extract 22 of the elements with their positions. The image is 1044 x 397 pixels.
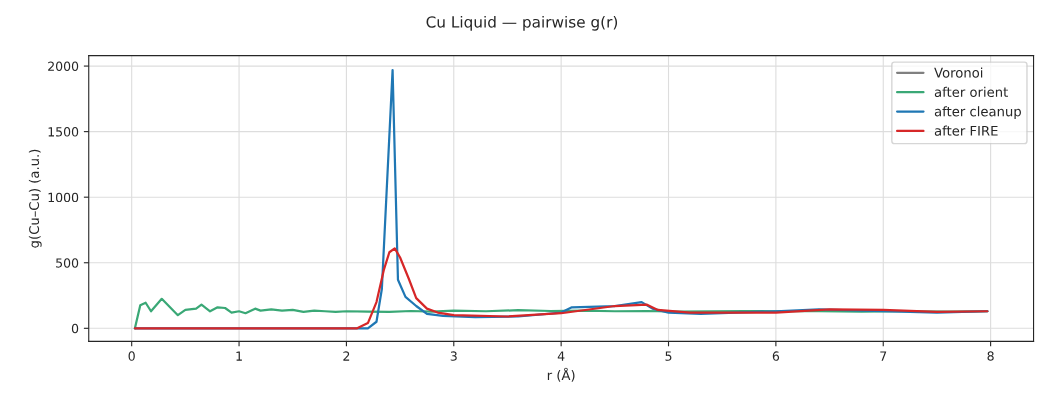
x-axis-title: r (Å) xyxy=(547,367,575,382)
y-tick-label: 1000 xyxy=(48,192,79,203)
x-tick-label: 3 xyxy=(450,351,457,361)
y-tick-label: 1500 xyxy=(48,127,79,137)
x-tick-label: 1 xyxy=(236,351,242,361)
legend-label: after orient xyxy=(934,86,1008,98)
x-tick-label: 6 xyxy=(772,351,780,361)
x-tick-label: 8 xyxy=(987,351,994,361)
x-tick-label: 0 xyxy=(128,351,135,361)
y-tick-label: 0 xyxy=(71,323,79,334)
chart-title: Cu Liquid — pairwise g(r) xyxy=(426,15,618,31)
y-tick-label: 500 xyxy=(56,258,79,268)
legend-label: after FIRE xyxy=(934,125,998,136)
legend-label: Voronoi xyxy=(934,67,983,78)
x-tick-label: 5 xyxy=(665,351,672,361)
x-tick-label: 2 xyxy=(343,351,350,361)
legend-label: after cleanup xyxy=(934,106,1021,119)
x-tick-label: 7 xyxy=(880,351,887,361)
x-tick-label: 4 xyxy=(557,351,565,361)
y-tick-label: 2000 xyxy=(48,61,79,71)
line-series xyxy=(133,247,989,330)
y-axis-title: g(Cu–Cu) (a.u.) xyxy=(28,149,42,248)
